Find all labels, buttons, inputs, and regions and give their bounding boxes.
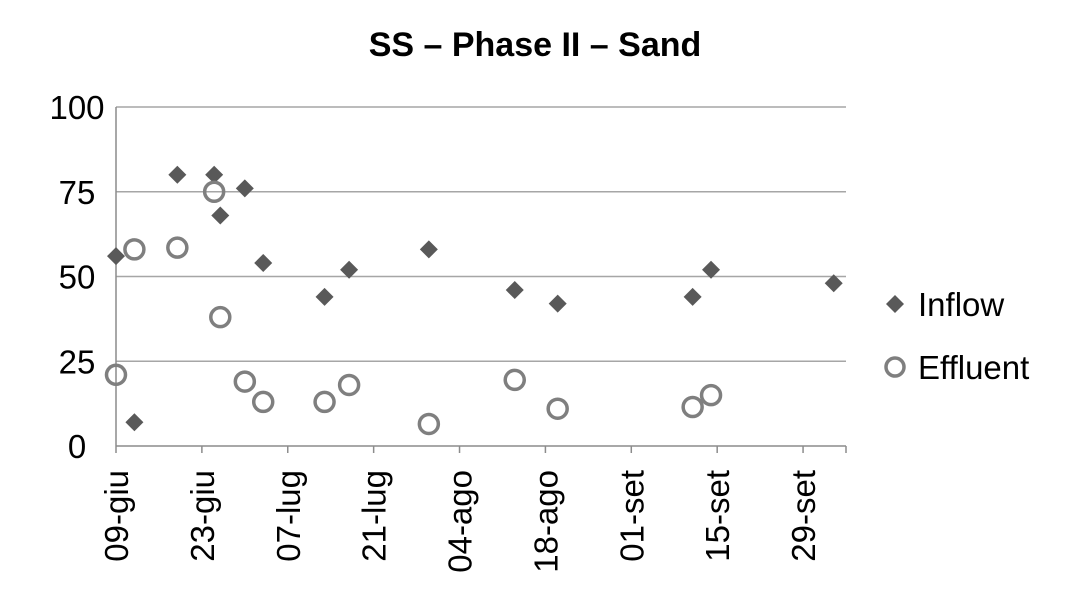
point-effluent-8: [337, 373, 361, 397]
point-effluent-11: [546, 397, 569, 420]
x-tick-label-29-set: 29-set: [785, 470, 822, 562]
x-tick-label-18-ago: 18-ago: [527, 470, 564, 573]
axes: [115, 107, 847, 453]
gridlines: [116, 106, 846, 362]
data-points: [104, 165, 843, 436]
point-inflow-1: [125, 413, 144, 432]
point-effluent-7: [313, 390, 336, 414]
point-inflow-0: [107, 247, 125, 266]
legend-label-inflow: Inflow: [918, 286, 1004, 323]
point-inflow-8: [340, 260, 359, 279]
point-effluent-4: [209, 305, 232, 329]
point-effluent-6: [251, 390, 275, 414]
x-tick-label-23-giu: 23-giu: [184, 470, 221, 562]
point-effluent-13: [699, 383, 723, 407]
point-inflow-6: [254, 253, 273, 272]
y-tick-label-100: 100: [49, 89, 104, 126]
x-tick-label-07-lug: 07-lug: [270, 470, 307, 562]
y-tick-label-0: 0: [68, 428, 86, 465]
x-tick-label-04-ago: 04-ago: [442, 470, 479, 573]
chart-title: SS – Phase II – Sand: [369, 26, 702, 64]
point-inflow-13: [702, 260, 721, 279]
point-inflow-7: [315, 287, 334, 306]
point-effluent-3: [202, 180, 226, 203]
y-tick-labels: 0 25 50 75 100: [49, 89, 104, 465]
y-tick-label-25: 25: [59, 343, 96, 380]
point-effluent-5: [233, 370, 257, 393]
x-tick-label-21-lug: 21-lug: [356, 470, 393, 562]
legend-label-effluent: Effluent: [918, 349, 1029, 386]
legend-marker-effluent-circle-icon: [884, 356, 906, 378]
point-inflow-2: [168, 165, 187, 184]
legend-marker-inflow-diamond-icon: [886, 295, 904, 313]
point-effluent-10: [503, 368, 526, 392]
point-inflow-5: [235, 179, 254, 198]
legend: Inflow Effluent: [884, 286, 1029, 386]
x-tick-label-09-giu: 09-giu: [98, 470, 135, 562]
y-tick-label-75: 75: [59, 174, 96, 211]
x-tick-label-01-set: 01-set: [613, 470, 650, 562]
point-inflow-9: [419, 240, 438, 259]
legend-item-inflow: Inflow: [886, 286, 1004, 323]
point-effluent-0: [104, 363, 128, 387]
point-effluent-9: [417, 412, 441, 436]
point-inflow-3: [205, 165, 224, 184]
point-effluent-2: [166, 236, 189, 259]
x-tick-labels: 09-giu 23-giu 07-lug 21-lug 04-ago 18-ago 01-s…: [98, 470, 822, 573]
point-inflow-10: [505, 281, 524, 300]
point-inflow-4: [211, 206, 230, 225]
point-inflow-11: [548, 294, 567, 313]
point-inflow-12: [683, 287, 702, 306]
legend-item-effluent: Effluent: [884, 349, 1029, 386]
point-inflow-14: [824, 274, 843, 293]
y-tick-label-50: 50: [59, 259, 96, 296]
x-tick-label-15-set: 15-set: [699, 470, 736, 562]
point-effluent-1: [123, 238, 146, 261]
point-effluent-12: [681, 395, 704, 419]
